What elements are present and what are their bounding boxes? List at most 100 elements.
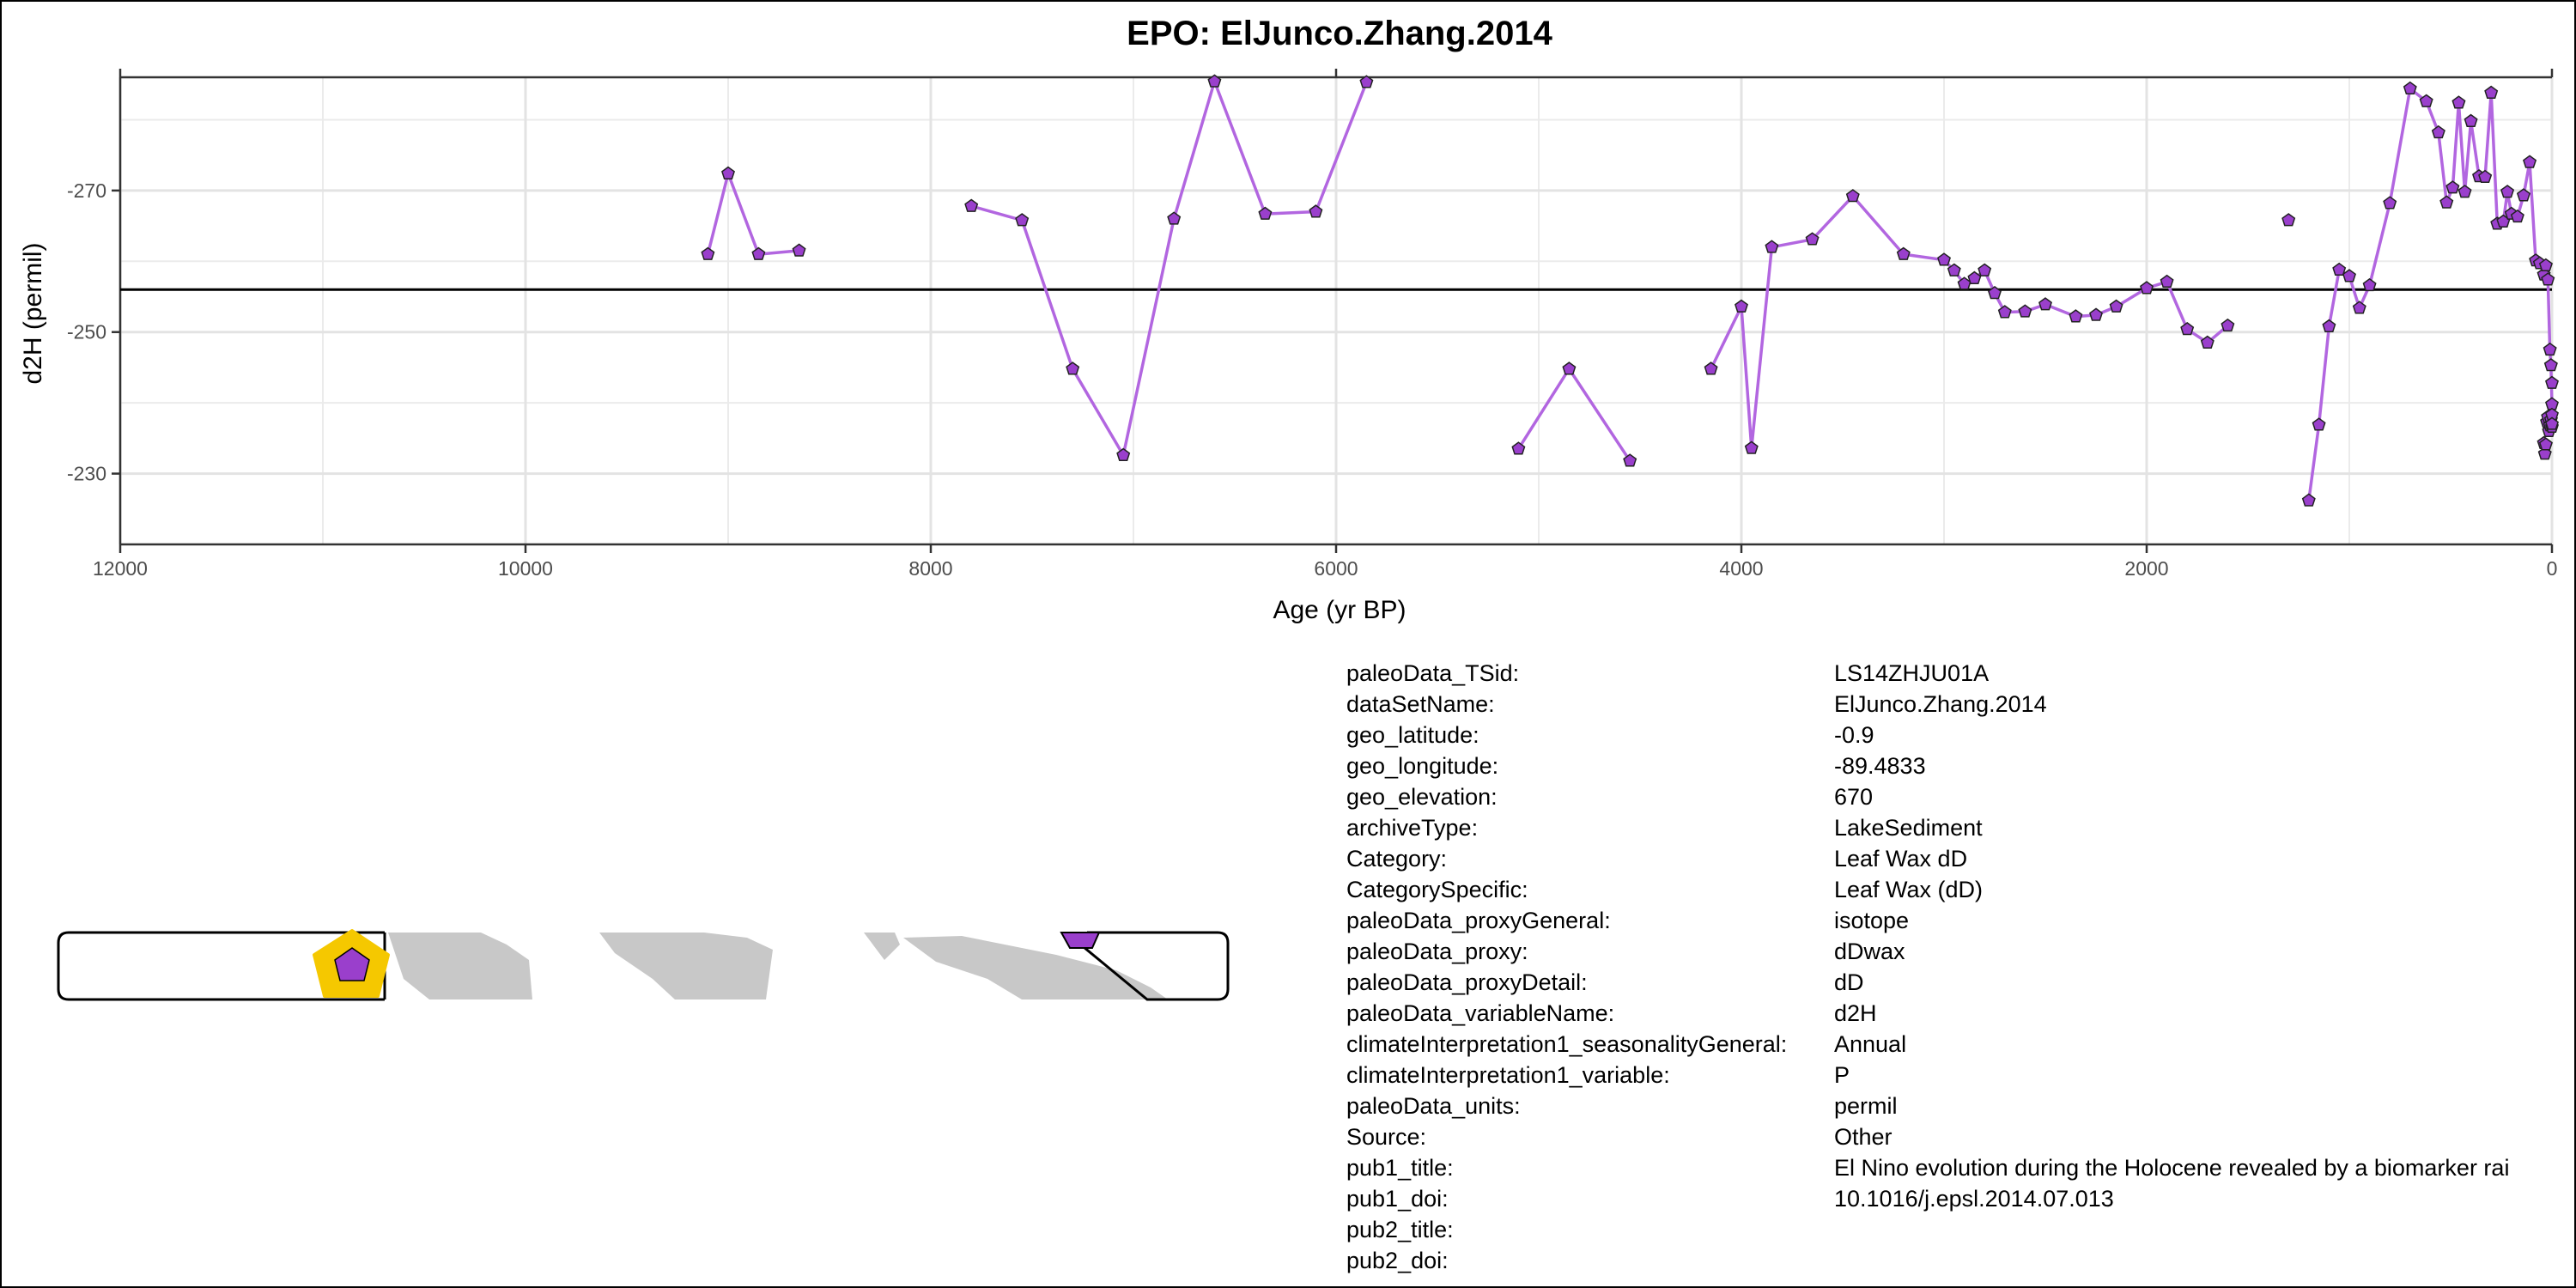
metadata-value: -0.9 <box>1834 722 1874 748</box>
data-point <box>2543 342 2557 356</box>
map-land-africa <box>599 933 773 999</box>
metadata-row: archiveType: LakeSediment <box>1346 812 2574 843</box>
metadata-value: Other <box>1834 1124 1893 1150</box>
data-point <box>2464 113 2478 127</box>
metadata-key: geo_elevation: <box>1346 784 1498 810</box>
data-point <box>2431 125 2445 139</box>
data-point <box>721 166 735 179</box>
y-axis-label: d2H (permil) <box>19 242 47 384</box>
data-point <box>2089 307 2103 321</box>
data-point <box>2281 213 2296 227</box>
metadata-key: paleoData_TSid: <box>1346 660 1520 686</box>
data-point <box>964 198 979 212</box>
series-layer <box>701 74 2559 507</box>
metadata-value: Leaf Wax (dD) <box>1834 877 1984 902</box>
data-point <box>2221 318 2235 332</box>
map-frame-right <box>1078 931 1230 1001</box>
x-tick-label: 10000 <box>498 557 553 580</box>
site-marker <box>334 947 370 981</box>
data-point <box>1744 440 1759 454</box>
data-point <box>1997 305 2012 319</box>
metadata-key: geo_longitude: <box>1346 753 1499 779</box>
metadata-value: 10.1016/j.epsl.2014.07.013 <box>1834 1186 2114 1212</box>
metadata-key: paleoData_proxy: <box>1346 939 1528 964</box>
data-point <box>2484 85 2499 99</box>
metadata-key: paleoData_units: <box>1346 1093 1521 1119</box>
data-point <box>2322 319 2336 332</box>
metadata-key: pub2_title: <box>1346 1217 1454 1242</box>
metadata-key: climateInterpretation1_seasonalityGenera… <box>1346 1031 1788 1057</box>
data-point <box>792 243 806 257</box>
data-point <box>2516 188 2530 202</box>
data-point <box>1359 75 1374 88</box>
metadata-value: dD <box>1834 969 1864 995</box>
data-point <box>1896 246 1911 260</box>
metadata-key: pub1_title: <box>1346 1155 1454 1181</box>
data-point <box>2538 258 2553 272</box>
data-point <box>2403 81 2417 95</box>
data-point <box>1967 270 1982 284</box>
data-point <box>1735 299 1748 313</box>
metadata-value: d2H <box>1834 1000 1877 1026</box>
data-point <box>1116 447 1131 461</box>
metadata-row: Category: Leaf Wax dD <box>1346 843 2574 874</box>
metadata-row: pub1_doi: 10.1016/j.epsl.2014.07.013 <box>1346 1183 2574 1214</box>
metadata-row: paleoData_proxyGeneral: isotope <box>1346 905 2574 936</box>
metadata-row: pub2_title: <box>1346 1214 2574 1245</box>
data-point <box>1258 206 1273 220</box>
data-point <box>701 246 715 260</box>
metadata-key: pub1_doi: <box>1346 1186 1449 1212</box>
series-line <box>1710 194 2229 450</box>
data-point <box>1562 361 1577 375</box>
series-line <box>706 172 799 256</box>
x-tick-label: 8000 <box>908 557 952 580</box>
plot-panel: 12000 10000 8000 6000 4000 2000 0 -270 -250 -230 <box>67 69 2559 580</box>
site-map <box>57 929 1230 1001</box>
metadata-value: Leaf Wax dD <box>1834 846 1968 872</box>
metadata-row: climateInterpretation1_variable: P <box>1346 1060 2574 1091</box>
x-tick-label: 12000 <box>93 557 148 580</box>
data-point <box>2180 321 2195 336</box>
x-axis-label: Age (yr BP) <box>1273 596 1406 624</box>
data-point <box>1845 189 1860 203</box>
metadata-row: paleoData_units: permil <box>1346 1091 2574 1121</box>
data-point <box>2383 196 2397 210</box>
metadata-value: isotope <box>1834 908 1910 933</box>
metadata-key: paleoData_variableName: <box>1346 1000 1615 1026</box>
data-point <box>2069 309 2083 323</box>
series-line <box>2307 87 2554 501</box>
data-point <box>2200 335 2215 349</box>
metadata-value: dDwax <box>1834 939 1905 964</box>
metadata-row: pub2_doi: <box>1346 1245 2574 1276</box>
map-site-marker-edge <box>1060 932 1101 949</box>
data-point <box>2439 195 2454 209</box>
data-point <box>2419 94 2433 107</box>
data-point <box>2038 297 2052 311</box>
data-point <box>2523 155 2537 168</box>
data-point <box>1805 232 1820 246</box>
metadata-key: paleoData_proxyDetail: <box>1346 969 1588 995</box>
metadata-row: pub1_title: El Nino evolution during the … <box>1346 1152 2574 1183</box>
x-tick-label: 4000 <box>1719 557 1763 580</box>
y-tick-label: -230 <box>67 463 106 485</box>
data-point <box>2545 375 2559 389</box>
metadata-key: dataSetName: <box>1346 691 1495 717</box>
metadata-row: geo_elevation: 670 <box>1346 781 2574 812</box>
plot-axes <box>112 69 2554 553</box>
data-point <box>2342 269 2356 283</box>
metadata-value: LS14ZHJU01A <box>1834 660 1990 686</box>
x-tick-label: 0 <box>2547 557 2558 580</box>
data-point <box>2332 262 2347 276</box>
data-point <box>2451 95 2466 109</box>
data-point <box>1623 453 1637 467</box>
data-point <box>1207 74 1222 88</box>
data-point <box>2362 277 2377 292</box>
metadata-key: pub2_doi: <box>1346 1248 1449 1273</box>
data-point <box>1937 252 1951 266</box>
metadata-value: P <box>1834 1062 1850 1088</box>
metadata-key: CategorySpecific: <box>1346 877 1528 902</box>
data-point <box>1015 213 1030 227</box>
data-point <box>2018 304 2032 318</box>
